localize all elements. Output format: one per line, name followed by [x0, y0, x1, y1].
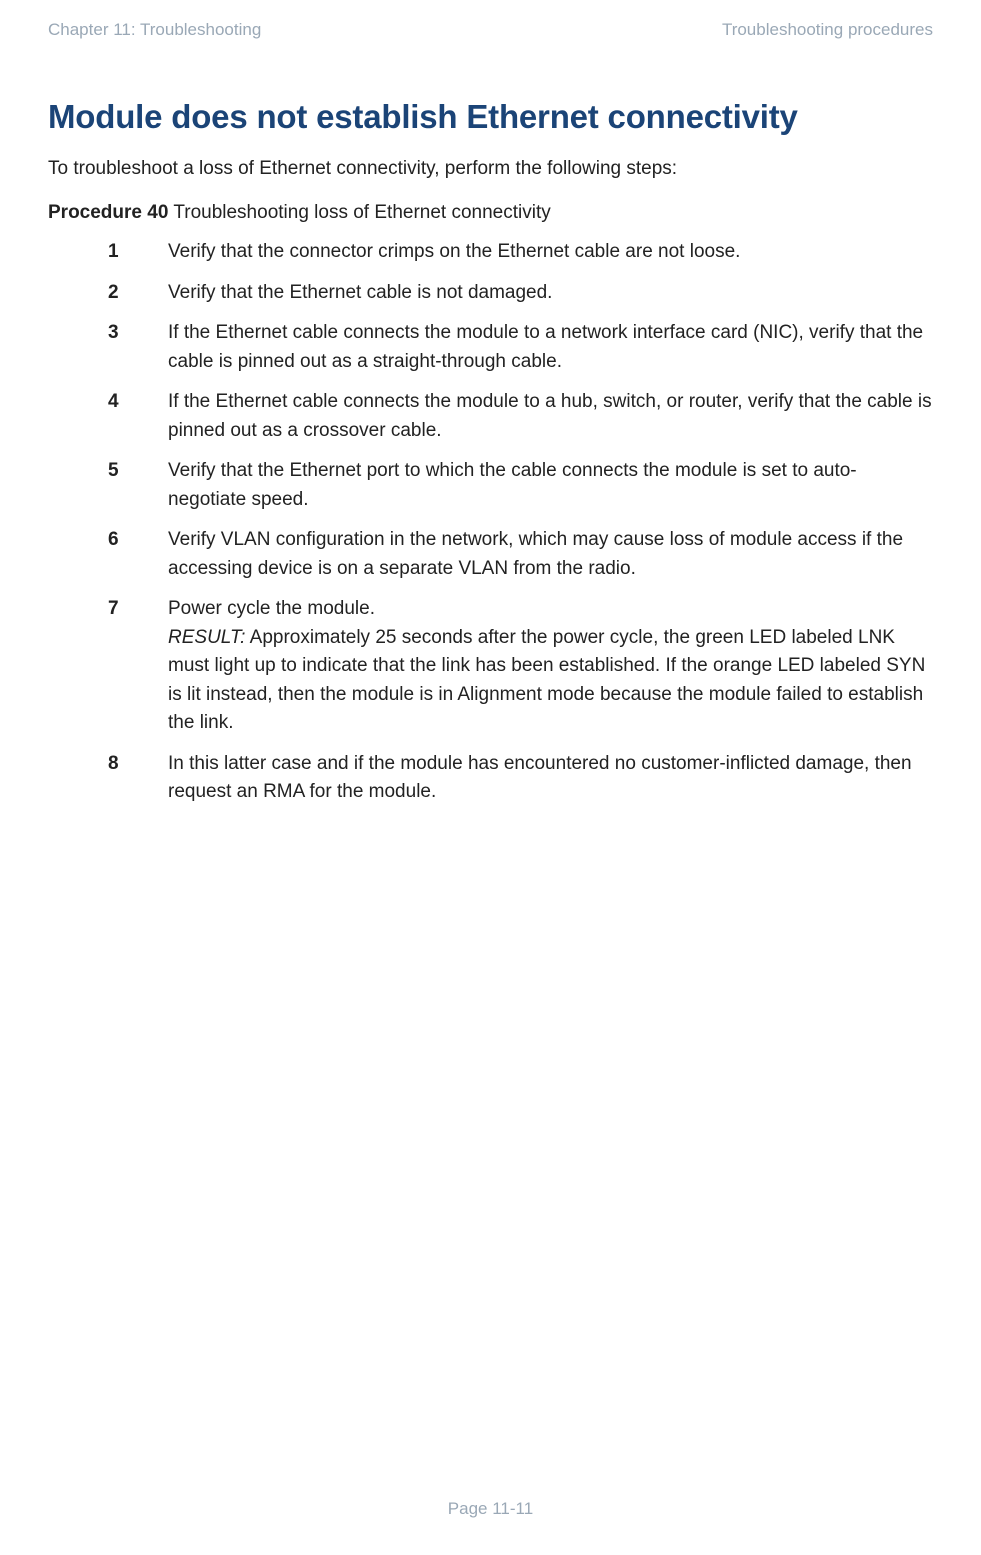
step-body: Verify that the Ethernet cable is not da…	[168, 279, 933, 308]
step-number: 7	[108, 595, 168, 624]
procedure-title: Procedure 40 Troubleshooting loss of Eth…	[48, 202, 933, 224]
header-right: Troubleshooting procedures	[722, 20, 933, 40]
step-item: 7 Power cycle the module. RESULT: Approx…	[108, 595, 933, 738]
procedure-label: Procedure 40	[48, 202, 168, 223]
section-heading: Module does not establish Ethernet conne…	[48, 98, 933, 136]
page-footer: Page 11-11	[0, 1499, 981, 1519]
step-body: If the Ethernet cable connects the modul…	[168, 388, 933, 445]
step-number: 5	[108, 457, 168, 486]
step-item: 3 If the Ethernet cable connects the mod…	[108, 319, 933, 376]
result-label: RESULT:	[168, 627, 245, 648]
step-number: 6	[108, 526, 168, 555]
steps-list: 1 Verify that the connector crimps on th…	[108, 238, 933, 807]
header-left: Chapter 11: Troubleshooting	[48, 20, 261, 40]
step-item: 1 Verify that the connector crimps on th…	[108, 238, 933, 267]
step-body: Verify that the connector crimps on the …	[168, 238, 933, 267]
step-item: 2 Verify that the Ethernet cable is not …	[108, 279, 933, 308]
step-number: 8	[108, 750, 168, 779]
step-item: 5 Verify that the Ethernet port to which…	[108, 457, 933, 514]
step-item: 4 If the Ethernet cable connects the mod…	[108, 388, 933, 445]
step-body: Power cycle the module. RESULT: Approxim…	[168, 595, 933, 738]
step-item: 8 In this latter case and if the module …	[108, 750, 933, 807]
step-number: 3	[108, 319, 168, 348]
procedure-name: Troubleshooting loss of Ethernet connect…	[168, 202, 550, 223]
step-number: 1	[108, 238, 168, 267]
step-body: Verify that the Ethernet port to which t…	[168, 457, 933, 514]
step-body: Verify VLAN configuration in the network…	[168, 526, 933, 583]
step-number: 2	[108, 279, 168, 308]
step-body-pre: Power cycle the module.	[168, 598, 375, 619]
page-header: Chapter 11: Troubleshooting Troubleshoot…	[48, 20, 933, 40]
step-body: In this latter case and if the module ha…	[168, 750, 933, 807]
result-body: Approximately 25 seconds after the power…	[168, 627, 925, 734]
step-number: 4	[108, 388, 168, 417]
step-item: 6 Verify VLAN configuration in the netwo…	[108, 526, 933, 583]
step-body: If the Ethernet cable connects the modul…	[168, 319, 933, 376]
intro-paragraph: To troubleshoot a loss of Ethernet conne…	[48, 158, 933, 180]
